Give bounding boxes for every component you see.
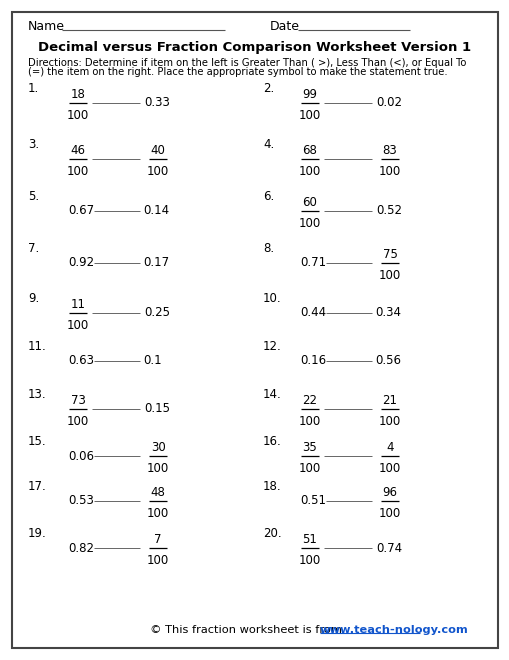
Text: 35: 35 xyxy=(302,441,317,454)
Text: Decimal versus Fraction Comparison Worksheet Version 1: Decimal versus Fraction Comparison Works… xyxy=(38,40,471,53)
Text: 60: 60 xyxy=(302,196,317,209)
Text: 100: 100 xyxy=(67,109,89,122)
Text: © This fraction worksheet is from: © This fraction worksheet is from xyxy=(150,625,345,635)
Text: 0.25: 0.25 xyxy=(144,306,169,319)
Text: 18.: 18. xyxy=(263,480,281,493)
Text: 8.: 8. xyxy=(263,242,274,255)
Text: 22: 22 xyxy=(302,394,317,407)
Text: 7.: 7. xyxy=(28,242,39,255)
Text: 1.: 1. xyxy=(28,82,39,95)
Text: 75: 75 xyxy=(382,248,397,261)
Text: 0.56: 0.56 xyxy=(375,354,401,368)
Text: 18: 18 xyxy=(70,88,86,101)
Text: 73: 73 xyxy=(70,394,86,407)
Text: 100: 100 xyxy=(67,415,89,428)
Text: 100: 100 xyxy=(67,165,89,178)
Text: Date: Date xyxy=(269,20,299,34)
Text: 100: 100 xyxy=(378,165,401,178)
Text: 100: 100 xyxy=(378,507,401,520)
Text: 11.: 11. xyxy=(28,340,47,353)
Text: 100: 100 xyxy=(298,415,321,428)
Text: Name: Name xyxy=(28,20,65,34)
Text: 51: 51 xyxy=(302,533,317,546)
Text: Directions: Determine if item on the left is Greater Than ( >), Less Than (<), o: Directions: Determine if item on the lef… xyxy=(28,58,465,68)
Text: 0.1: 0.1 xyxy=(143,354,161,368)
Text: 20.: 20. xyxy=(263,527,281,540)
Text: 0.74: 0.74 xyxy=(375,541,401,554)
Text: 17.: 17. xyxy=(28,480,47,493)
Text: 0.16: 0.16 xyxy=(299,354,325,368)
Text: 83: 83 xyxy=(382,144,397,157)
Text: 0.53: 0.53 xyxy=(68,494,94,508)
Text: 100: 100 xyxy=(147,507,169,520)
Text: 0.17: 0.17 xyxy=(143,257,169,269)
Text: 0.63: 0.63 xyxy=(68,354,94,368)
Text: 0.15: 0.15 xyxy=(144,403,169,416)
Text: 2.: 2. xyxy=(263,82,274,95)
Text: 100: 100 xyxy=(298,217,321,230)
Text: 100: 100 xyxy=(298,554,321,567)
Text: 16.: 16. xyxy=(263,435,281,448)
Text: 6.: 6. xyxy=(263,190,274,203)
Text: 0.71: 0.71 xyxy=(299,257,325,269)
Text: 12.: 12. xyxy=(263,340,281,353)
Text: 68: 68 xyxy=(302,144,317,157)
Text: 100: 100 xyxy=(298,462,321,475)
Text: 4: 4 xyxy=(385,441,393,454)
Text: 3.: 3. xyxy=(28,138,39,151)
Text: 100: 100 xyxy=(378,415,401,428)
Text: 100: 100 xyxy=(298,165,321,178)
Text: 40: 40 xyxy=(150,144,165,157)
Text: 0.02: 0.02 xyxy=(375,96,401,110)
Text: 0.33: 0.33 xyxy=(144,96,169,110)
Text: 0.51: 0.51 xyxy=(299,494,325,508)
Text: 100: 100 xyxy=(298,109,321,122)
Text: 99: 99 xyxy=(302,88,317,101)
Text: 14.: 14. xyxy=(263,388,281,401)
Text: 100: 100 xyxy=(67,319,89,332)
Text: 100: 100 xyxy=(147,165,169,178)
Text: 10.: 10. xyxy=(263,292,281,305)
Text: 15.: 15. xyxy=(28,435,46,448)
Text: 11: 11 xyxy=(70,298,86,311)
Text: 0.34: 0.34 xyxy=(375,306,401,319)
Text: 13.: 13. xyxy=(28,388,46,401)
Text: (=) the item on the right. Place the appropriate symbol to make the statement tr: (=) the item on the right. Place the app… xyxy=(28,67,447,77)
Text: 9.: 9. xyxy=(28,292,39,305)
Text: 0.06: 0.06 xyxy=(68,449,94,463)
Text: 0.82: 0.82 xyxy=(68,541,94,554)
Text: 96: 96 xyxy=(382,486,397,499)
Text: 48: 48 xyxy=(151,486,165,499)
Text: www.teach-nology.com: www.teach-nology.com xyxy=(319,625,468,635)
Text: 21: 21 xyxy=(382,394,397,407)
Text: 5.: 5. xyxy=(28,190,39,203)
Text: 0.52: 0.52 xyxy=(375,205,401,218)
Text: 46: 46 xyxy=(70,144,86,157)
Text: 100: 100 xyxy=(147,554,169,567)
Text: 4.: 4. xyxy=(263,138,274,151)
Text: 100: 100 xyxy=(147,462,169,475)
Text: 7: 7 xyxy=(154,533,162,546)
Text: 100: 100 xyxy=(378,269,401,282)
Text: 0.67: 0.67 xyxy=(68,205,94,218)
Text: 100: 100 xyxy=(378,462,401,475)
Text: 30: 30 xyxy=(151,441,165,454)
Text: 0.14: 0.14 xyxy=(143,205,169,218)
Text: 19.: 19. xyxy=(28,527,47,540)
Text: 0.92: 0.92 xyxy=(68,257,94,269)
Text: 0.44: 0.44 xyxy=(299,306,325,319)
